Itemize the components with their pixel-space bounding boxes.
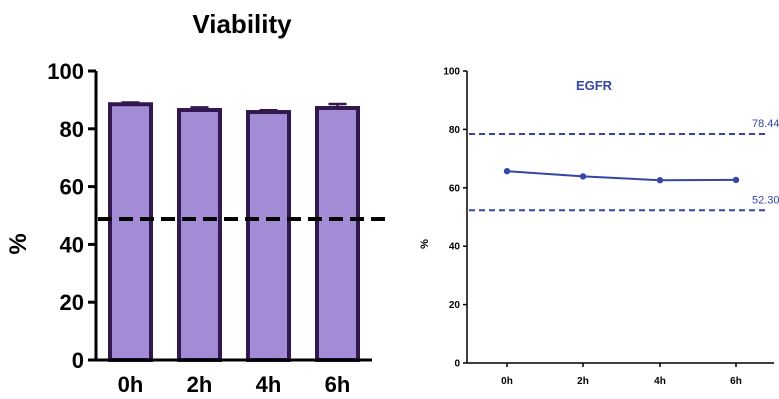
egfr-x-tick-label: 4h (654, 376, 666, 387)
egfr-point-0h (503, 167, 511, 175)
egfr-chart: EGFR % 0 20 40 60 80 100 78.44 52.30 0h 2h 4h 6h (419, 67, 779, 388)
egfr-reference-lines: 78.44 52.30 (469, 118, 779, 212)
egfr-reference-label: 78.44 (752, 118, 779, 130)
viability-bar-0h (108, 102, 153, 362)
egfr-y-tick-label: 40 (449, 242, 461, 253)
egfr-y-tick-label: 80 (449, 125, 461, 136)
viability-chart: Viability % 0 20 40 60 80 100 0h 2h 4h 6h (5, 9, 388, 397)
egfr-reference-label: 52.30 (752, 194, 779, 206)
viability-x-tick-label: 2h (187, 372, 213, 397)
egfr-series-points (503, 167, 740, 184)
viability-y-ticks: 0 20 40 60 80 100 (47, 59, 96, 373)
egfr-x-tick-label: 6h (730, 376, 742, 387)
viability-x-tick-label: 4h (256, 372, 282, 397)
egfr-series-line (506, 170, 737, 182)
viability-bar-6h (315, 105, 360, 362)
viability-x-ticks: 0h 2h 4h 6h (118, 372, 351, 397)
viability-y-axis-label: % (5, 233, 32, 254)
egfr-y-tick-label: 60 (449, 183, 461, 194)
viability-y-tick-label: 60 (60, 175, 84, 200)
viability-y-tick-label: 100 (47, 59, 84, 84)
viability-x-tick-label: 0h (118, 372, 144, 397)
viability-y-tick-label: 0 (72, 348, 84, 373)
viability-x-tick-label: 6h (325, 372, 351, 397)
egfr-y-axis-label: % (419, 239, 431, 249)
egfr-title: EGFR (576, 78, 613, 93)
viability-error-bars (121, 101, 347, 113)
egfr-point-4h (656, 177, 664, 184)
viability-bar-2h (177, 108, 222, 362)
egfr-y-tick-label: 100 (443, 67, 460, 78)
egfr-point-6h (732, 176, 740, 184)
egfr-x-tick-label: 2h (577, 376, 589, 387)
egfr-point-2h (579, 173, 587, 180)
viability-bars (108, 102, 360, 363)
viability-y-tick-label: 80 (60, 117, 84, 142)
egfr-x-tick-label: 0h (501, 376, 513, 387)
egfr-y-tick-label: 0 (454, 359, 460, 370)
viability-bar-4h (246, 110, 291, 363)
viability-title: Viability (192, 9, 292, 39)
egfr-y-ticks: 0 20 40 60 80 100 (443, 67, 467, 370)
viability-y-tick-label: 40 (60, 232, 84, 257)
egfr-y-tick-label: 20 (449, 300, 461, 311)
egfr-x-ticks: 0h 2h 4h 6h (501, 363, 742, 387)
viability-y-tick-label: 20 (60, 290, 84, 315)
